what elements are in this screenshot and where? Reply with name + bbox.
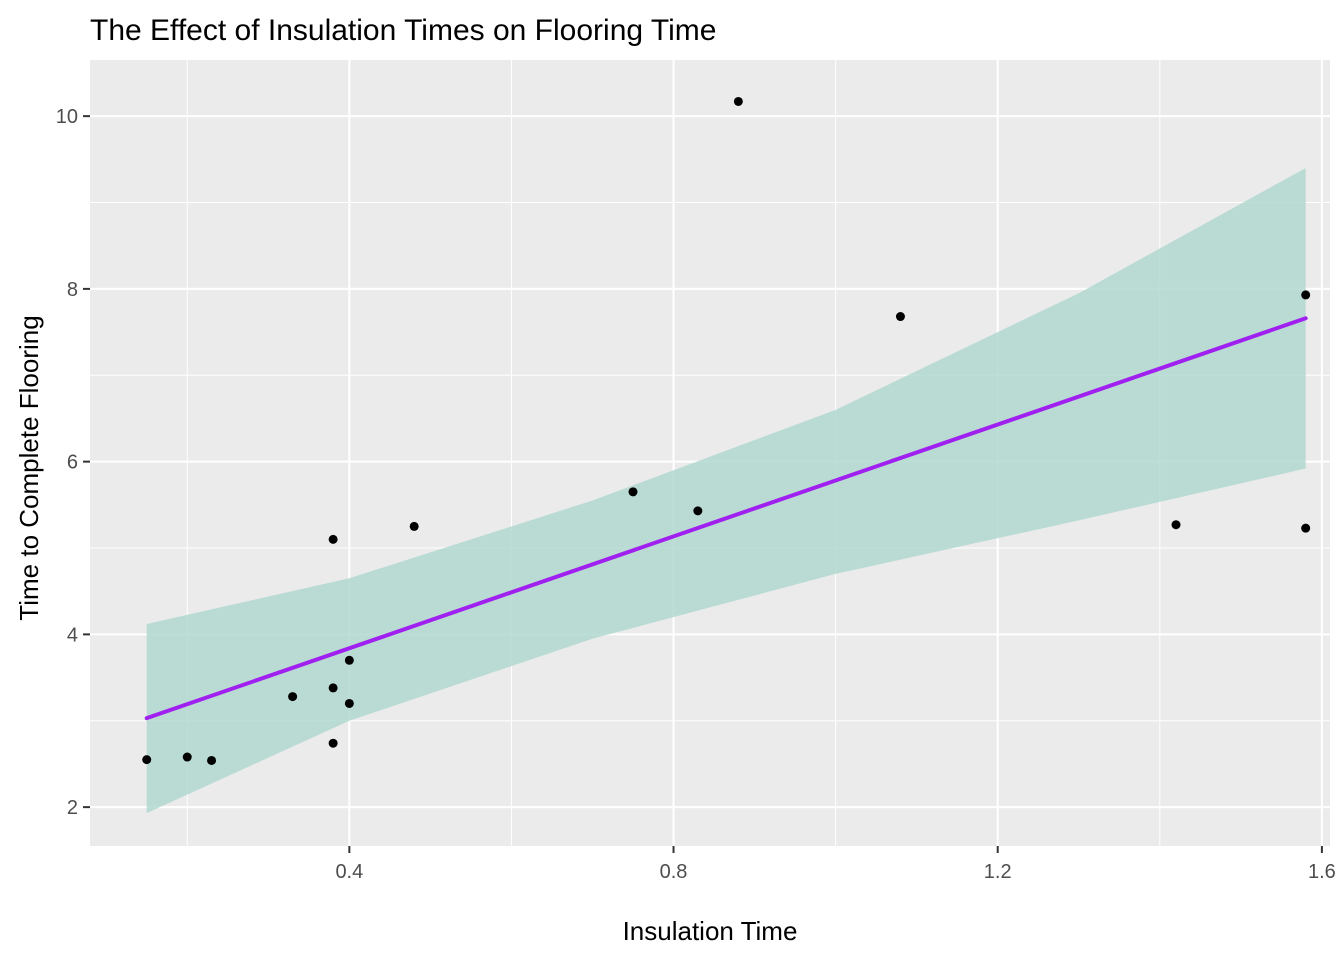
- data-point: [693, 506, 703, 516]
- data-point: [328, 683, 338, 693]
- data-point: [344, 698, 354, 708]
- data-point: [1301, 290, 1311, 300]
- x-tick-label: 0.4: [335, 861, 363, 883]
- chart-title: The Effect of Insulation Times on Floori…: [90, 14, 716, 47]
- y-tick-label: 4: [67, 624, 78, 646]
- x-tick-label: 1.2: [984, 861, 1012, 883]
- y-tick-label: 8: [67, 279, 78, 301]
- y-axis-ticks: 2 4 6 8 10: [56, 106, 90, 819]
- x-axis-title: Insulation Time: [623, 916, 798, 946]
- data-point: [328, 738, 338, 748]
- confidence-band: [146, 167, 1306, 814]
- data-point: [182, 752, 192, 762]
- data-point: [409, 521, 419, 531]
- x-tick-label: 1.6: [1308, 861, 1336, 883]
- x-tick-label: 0.8: [660, 861, 688, 883]
- y-axis-title: Time to Complete Flooring: [14, 315, 44, 620]
- data-point: [328, 534, 338, 544]
- data-points: [142, 96, 1311, 765]
- data-point: [895, 312, 905, 322]
- data-point: [733, 96, 743, 106]
- data-point: [628, 487, 638, 497]
- data-point: [142, 755, 152, 765]
- fit-line: [144, 316, 1308, 721]
- data-point: [1171, 520, 1181, 530]
- data-point: [288, 692, 298, 702]
- data-point: [344, 655, 354, 665]
- x-axis-ticks: 0.4 0.8 1.2 1.6: [335, 846, 1336, 883]
- data-point: [207, 755, 217, 765]
- y-tick-label: 10: [56, 106, 78, 128]
- data-point: [1301, 523, 1311, 533]
- y-tick-label: 2: [67, 797, 78, 819]
- y-tick-label: 6: [67, 452, 78, 474]
